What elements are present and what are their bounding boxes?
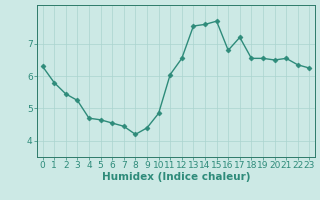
X-axis label: Humidex (Indice chaleur): Humidex (Indice chaleur) [102,172,250,182]
